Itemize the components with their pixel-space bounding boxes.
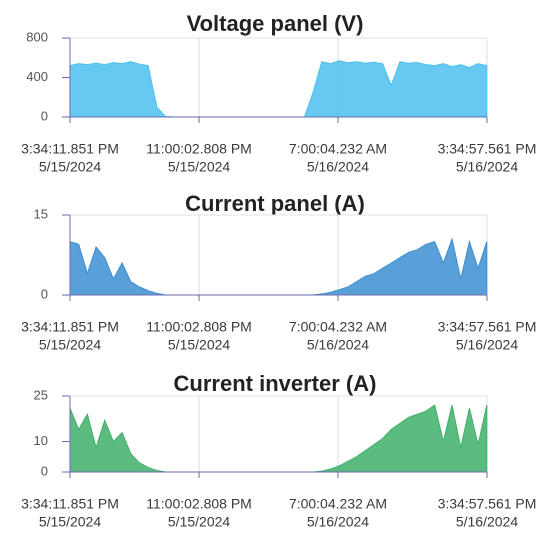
x-tick-label: 7:00:04.232 AM [289, 141, 387, 157]
x-tick-label: 5/16/2024 [307, 514, 369, 530]
x-tick-label: 3:34:11.851 PM [21, 319, 119, 335]
x-tick-label: 3:34:57.561 PM [438, 141, 537, 157]
x-tick-label: 5/16/2024 [456, 337, 518, 353]
y-tick-label: 0 [41, 286, 48, 301]
y-tick-label: 0 [41, 463, 48, 478]
x-tick-label: 3:34:11.851 PM [21, 141, 119, 157]
x-tick-label: 5/15/2024 [168, 159, 230, 175]
x-tick-label: 5/15/2024 [39, 337, 101, 353]
area [69, 237, 488, 296]
x-tick-label: 11:00:02.808 PM [146, 319, 252, 335]
x-tick-label: 7:00:04.232 AM [289, 319, 387, 335]
x-tick-label: 3:34:57.561 PM [438, 496, 537, 512]
y-tick-label: 400 [26, 69, 48, 84]
area [69, 60, 488, 118]
chart-title: Current inverter (A) [174, 371, 377, 396]
x-tick-label: 5/15/2024 [168, 337, 230, 353]
x-tick-label: 5/15/2024 [39, 159, 101, 175]
y-tick-label: 25 [34, 387, 48, 402]
x-tick-label: 5/15/2024 [168, 514, 230, 530]
x-tick-label: 11:00:02.808 PM [146, 141, 252, 157]
chart-title: Current panel (A) [185, 191, 365, 216]
x-tick-label: 5/16/2024 [456, 514, 518, 530]
x-tick-label: 5/16/2024 [456, 159, 518, 175]
x-tick-label: 11:00:02.808 PM [146, 496, 252, 512]
y-tick-label: 10 [34, 433, 48, 448]
y-tick-label: 15 [34, 206, 48, 221]
x-tick-label: 7:00:04.232 AM [289, 496, 387, 512]
chart-title: Voltage panel (V) [187, 11, 364, 36]
x-tick-label: 3:34:57.561 PM [438, 319, 537, 335]
x-tick-label: 5/16/2024 [307, 159, 369, 175]
x-tick-label: 5/16/2024 [307, 337, 369, 353]
area [69, 404, 488, 473]
y-tick-label: 800 [26, 29, 48, 44]
x-tick-label: 5/15/2024 [39, 514, 101, 530]
x-tick-label: 3:34:11.851 PM [21, 496, 119, 512]
y-tick-label: 0 [41, 108, 48, 123]
